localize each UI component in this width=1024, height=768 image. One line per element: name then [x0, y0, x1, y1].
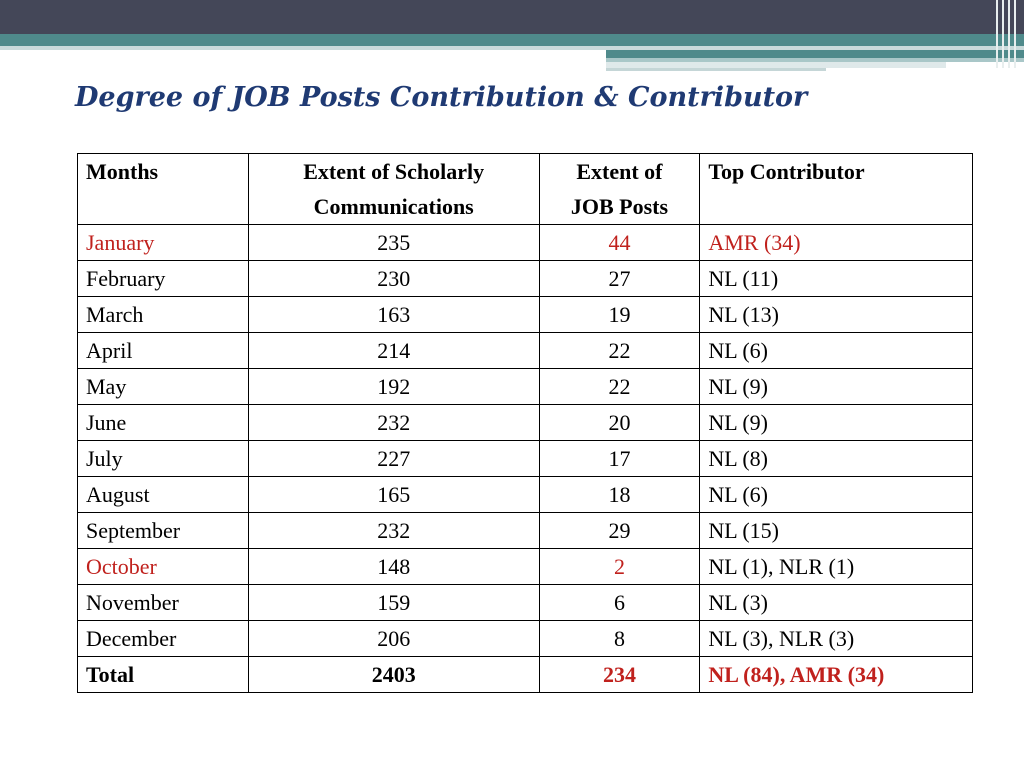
header-strip	[606, 58, 1024, 62]
table-row: March 163 19 NL (13)	[77, 296, 973, 333]
cell-scholarly: 192	[247, 368, 540, 405]
cell-scholarly: 235	[247, 224, 540, 261]
cell-scholarly: 214	[247, 332, 540, 369]
header-bar-dark	[0, 0, 1024, 34]
table-row: April 214 22 NL (6)	[77, 332, 973, 369]
cell-scholarly: 230	[247, 260, 540, 297]
cell-total-label: Total	[77, 656, 249, 693]
cell-total-contributor: NL (84), AMR (34)	[699, 656, 973, 693]
cell-job: 8	[538, 620, 701, 657]
cell-month: January	[77, 224, 249, 261]
table-row: November 159 6 NL (3)	[77, 584, 973, 621]
table-row: September 232 29 NL (15)	[77, 512, 973, 549]
cell-month: May	[77, 368, 249, 405]
cell-job: 22	[538, 332, 701, 369]
cell-job: 17	[538, 440, 701, 477]
cell-job: 2	[538, 548, 701, 585]
cell-month: April	[77, 332, 249, 369]
header-months: Months	[77, 153, 249, 225]
table-row: October 148 2 NL (1), NLR (1)	[77, 548, 973, 585]
cell-scholarly: 163	[247, 296, 540, 333]
table-row: August 165 18 NL (6)	[77, 476, 973, 513]
cell-total-scholarly: 2403	[247, 656, 540, 693]
cell-contributor: NL (8)	[699, 440, 973, 477]
cell-contributor: NL (3), NLR (3)	[699, 620, 973, 657]
cell-contributor: NL (3)	[699, 584, 973, 621]
table-row: February 230 27 NL (11)	[77, 260, 973, 297]
cell-job: 18	[538, 476, 701, 513]
page-title: Degree of JOB Posts Contribution & Contr…	[75, 82, 808, 113]
cell-contributor: NL (9)	[699, 404, 973, 441]
table-row: December 206 8 NL (3), NLR (3)	[77, 620, 973, 657]
cell-scholarly: 206	[247, 620, 540, 657]
cell-job: 20	[538, 404, 701, 441]
cell-scholarly: 148	[247, 548, 540, 585]
cell-total-job: 234	[538, 656, 701, 693]
cell-contributor: NL (15)	[699, 512, 973, 549]
header-top-contributor: Top Contributor	[699, 153, 973, 225]
header-strip	[606, 50, 1024, 58]
cell-scholarly: 227	[247, 440, 540, 477]
cell-scholarly: 165	[247, 476, 540, 513]
cell-month: September	[77, 512, 249, 549]
cell-scholarly: 232	[247, 512, 540, 549]
cell-contributor: AMR (34)	[699, 224, 973, 261]
header-strip	[606, 62, 946, 68]
table-row: May 192 22 NL (9)	[77, 368, 973, 405]
header-bar-light	[0, 46, 1024, 50]
cell-month: December	[77, 620, 249, 657]
header-scholarly: Extent of Scholarly Communications	[247, 153, 540, 225]
cell-scholarly: 232	[247, 404, 540, 441]
cell-job: 29	[538, 512, 701, 549]
contribution-table: Months Extent of Scholarly Communications…	[77, 153, 973, 693]
table-row: January 235 44 AMR (34)	[77, 224, 973, 261]
cell-contributor: NL (1), NLR (1)	[699, 548, 973, 585]
cell-job: 19	[538, 296, 701, 333]
cell-month: August	[77, 476, 249, 513]
header-decor-lines	[994, 0, 1024, 68]
cell-month: March	[77, 296, 249, 333]
cell-contributor: NL (9)	[699, 368, 973, 405]
header-strip	[606, 68, 826, 71]
cell-scholarly: 159	[247, 584, 540, 621]
cell-contributor: NL (6)	[699, 476, 973, 513]
table-row: June 232 20 NL (9)	[77, 404, 973, 441]
cell-job: 27	[538, 260, 701, 297]
cell-contributor: NL (13)	[699, 296, 973, 333]
cell-month: June	[77, 404, 249, 441]
table-row: July 227 17 NL (8)	[77, 440, 973, 477]
table-total-row: Total 2403 234 NL (84), AMR (34)	[77, 656, 973, 693]
cell-month: February	[77, 260, 249, 297]
cell-month: October	[77, 548, 249, 585]
cell-job: 44	[538, 224, 701, 261]
cell-job: 6	[538, 584, 701, 621]
cell-contributor: NL (6)	[699, 332, 973, 369]
cell-job: 22	[538, 368, 701, 405]
cell-month: July	[77, 440, 249, 477]
header-job-posts: Extent of JOB Posts	[538, 153, 701, 225]
table-header-row: Months Extent of Scholarly Communications…	[77, 153, 973, 225]
cell-contributor: NL (11)	[699, 260, 973, 297]
header-bar-teal	[0, 34, 1024, 46]
cell-month: November	[77, 584, 249, 621]
